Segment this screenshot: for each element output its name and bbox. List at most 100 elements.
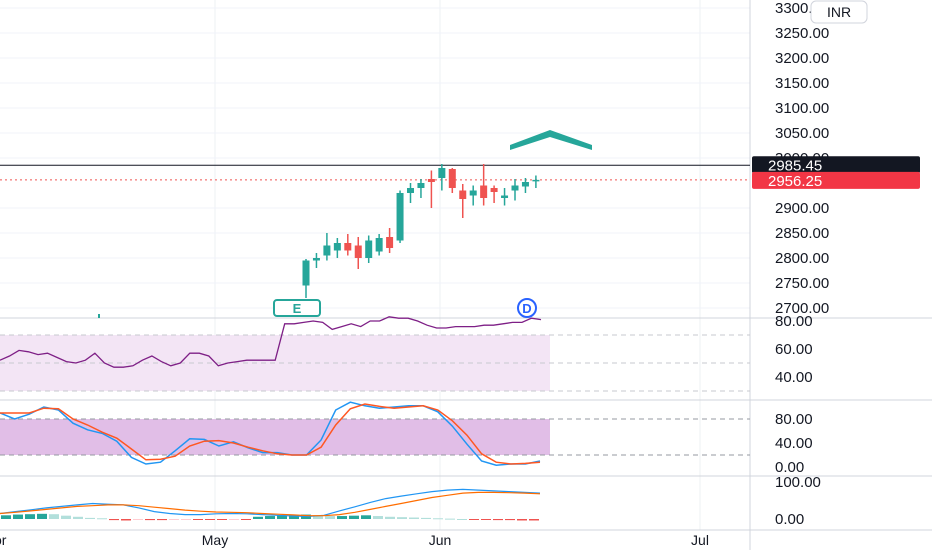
macd-histogram-bar	[517, 519, 527, 521]
candle[interactable]	[323, 233, 331, 261]
candle[interactable]	[417, 179, 425, 198]
price-tick-label: 2800.00	[775, 250, 829, 267]
stochastic-tick-label: 0.00	[775, 459, 804, 476]
time-axis-label: or	[0, 532, 7, 548]
macd-histogram-bar	[13, 514, 23, 519]
macd-histogram-bar	[493, 519, 503, 521]
macd-histogram-bar	[421, 517, 431, 519]
candle[interactable]	[469, 185, 477, 206]
macd-line[interactable]	[0, 488, 541, 518]
dividend-label: D	[522, 301, 531, 316]
macd-histogram-bar	[169, 519, 179, 520]
candle[interactable]	[448, 168, 456, 193]
time-axis[interactable]: or May Jun Jul	[0, 532, 709, 548]
macd-histogram-bar	[1, 515, 11, 519]
rsi-tick-label: 40.00	[775, 369, 813, 386]
macd-histogram-bar	[325, 516, 335, 519]
price-tick-label: 2900.00	[775, 200, 829, 217]
up-arrow-icon[interactable]	[510, 130, 592, 150]
macd-histogram-bar	[157, 519, 167, 521]
macd-histogram-bar	[289, 514, 299, 519]
earnings-label: E	[293, 301, 302, 316]
macd-histogram-bar	[433, 518, 443, 520]
candle[interactable]	[521, 178, 529, 193]
candle[interactable]	[438, 164, 446, 191]
stochastic-pane[interactable]	[0, 401, 750, 466]
currency-button[interactable]: INR	[810, 0, 868, 24]
macd-histogram-bar	[445, 518, 455, 520]
stochastic-tick-label: 40.00	[775, 435, 813, 452]
macd-histogram-bar	[253, 516, 263, 519]
macd-histogram-bar	[337, 516, 347, 519]
candle[interactable]	[511, 179, 519, 201]
macd-histogram-bar	[361, 515, 371, 519]
stochastic-band	[0, 419, 550, 455]
candle[interactable]	[312, 253, 320, 268]
price-tick-label: 3200.00	[775, 50, 829, 67]
candle[interactable]	[490, 185, 498, 204]
candle[interactable]	[407, 183, 414, 203]
macd-histogram-bar	[229, 519, 239, 520]
macd-histogram-bar	[409, 517, 419, 519]
candle[interactable]	[459, 184, 467, 218]
price-tick-label: 2700.00	[775, 300, 829, 317]
price-tick-label: 3050.00	[775, 125, 829, 142]
candle[interactable]	[480, 164, 488, 206]
macd-histogram-bar	[397, 517, 407, 519]
price-tick-label: 2750.00	[775, 275, 829, 292]
candle[interactable]	[333, 238, 341, 258]
macd-histogram-bar	[181, 519, 191, 520]
macd-histogram-bar	[193, 519, 203, 520]
macd-histogram-bar	[349, 515, 359, 519]
macd-histogram-bar	[109, 519, 119, 521]
macd-histogram-bar	[265, 516, 275, 519]
macd-histogram-bar	[85, 517, 95, 519]
last-price-label: 2956.25	[768, 173, 822, 190]
stochastic-d-line[interactable]	[0, 403, 541, 465]
last-price-badge: 2956.25	[752, 171, 920, 190]
grid	[0, 0, 750, 530]
price-pane[interactable]	[0, 164, 750, 298]
candle[interactable]	[501, 188, 509, 206]
rsi-tick-label: 80.00	[775, 313, 813, 330]
macd-histogram-bar	[217, 519, 227, 520]
macd-histogram-bar	[49, 514, 59, 519]
macd-histogram-bar	[121, 519, 131, 521]
macd-tick-label: 0.00	[775, 511, 804, 528]
macd-histogram-bar	[505, 519, 515, 521]
macd-histogram-bar	[145, 519, 155, 521]
price-axis[interactable]: 3300.003250.003200.003150.003100.003050.…	[775, 0, 829, 528]
macd-histogram-bar	[205, 519, 215, 520]
candle[interactable]	[375, 234, 383, 256]
macd-histogram-bar	[97, 518, 107, 520]
candle[interactable]	[396, 190, 404, 244]
rsi-pane[interactable]	[0, 316, 750, 392]
macd-histogram-bar	[373, 516, 383, 519]
candle[interactable]	[386, 228, 394, 253]
earnings-marker[interactable]: E	[273, 299, 321, 317]
macd-histogram-bar	[313, 515, 323, 519]
macd-histogram-bar	[37, 513, 47, 519]
candle[interactable]	[302, 259, 310, 298]
rsi-line[interactable]	[0, 316, 542, 368]
macd-histogram-bar	[241, 519, 251, 520]
rsi-tick-label: 60.00	[775, 341, 813, 358]
macd-histogram-bar	[457, 519, 467, 520]
price-tick-label: 3150.00	[775, 75, 829, 92]
dividend-marker[interactable]: D	[517, 298, 537, 318]
candle[interactable]	[427, 170, 435, 209]
macd-pane[interactable]	[0, 488, 541, 521]
time-axis-label: May	[202, 532, 228, 548]
price-tick-label: 3100.00	[775, 100, 829, 117]
signal-line[interactable]	[0, 491, 541, 517]
candle[interactable]	[532, 175, 540, 189]
candle[interactable]	[344, 234, 352, 256]
macd-histogram-bar	[73, 516, 83, 519]
macd-histogram-bar	[481, 519, 491, 520]
price-tick-label: 3250.00	[775, 25, 829, 42]
candle[interactable]	[365, 235, 373, 264]
candle[interactable]	[354, 237, 362, 269]
